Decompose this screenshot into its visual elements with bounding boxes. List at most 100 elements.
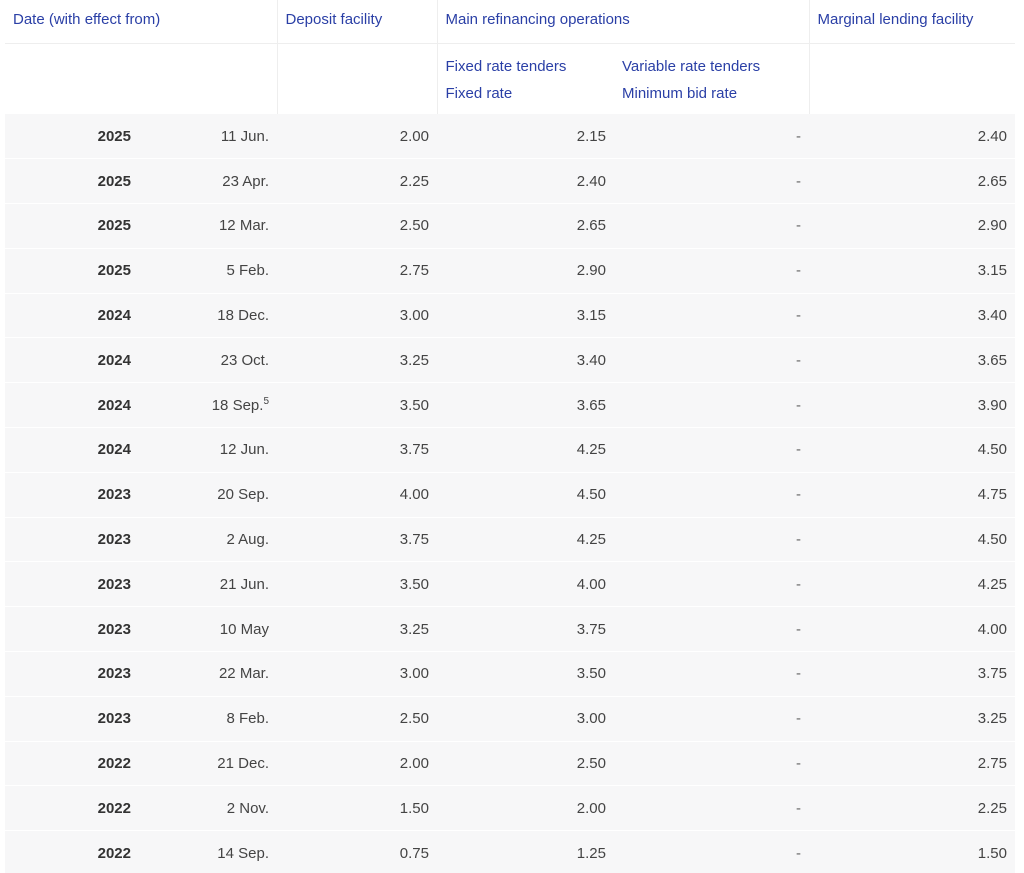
cell-fixed-rate-value: 4.50	[576, 486, 606, 504]
cell-fixed-rate-value: 3.15	[576, 307, 606, 325]
cell-fixed-rate: 4.25	[437, 427, 614, 473]
cell-year: 2024	[5, 293, 139, 339]
cell-year-value: 2022	[97, 755, 131, 773]
header-main-refinancing: Main refinancing operations	[436, 0, 809, 44]
cell-min-bid-rate-value: -	[796, 127, 801, 145]
cell-min-bid-rate-value: -	[796, 575, 801, 593]
cell-date: 2 Aug.	[139, 517, 277, 563]
cell-year: 2023	[5, 651, 139, 697]
cell-year: 2024	[5, 382, 139, 429]
cell-min-bid-rate: -	[614, 158, 809, 205]
cell-date-value: 10 May	[219, 620, 269, 638]
header-sub-deposit-empty	[276, 43, 437, 114]
cell-marginal-rate: 1.50	[809, 830, 1015, 873]
cell-date-value: 21 Dec.	[217, 755, 269, 773]
cell-fixed-rate-value: 3.00	[576, 710, 606, 728]
table-row: 2024 18 Sep.5 3.50 3.65 - 3.90	[5, 382, 1015, 429]
cell-deposit-rate-value: 2.00	[399, 127, 429, 145]
cell-marginal-rate-value: 2.25	[977, 799, 1007, 817]
cell-deposit-rate: 3.75	[277, 427, 437, 473]
cell-date-value: 21 Jun.	[219, 575, 269, 593]
cell-fixed-rate: 4.00	[437, 561, 614, 608]
cell-fixed-rate-value: 4.00	[576, 575, 606, 593]
cell-marginal-rate-value: 3.40	[977, 307, 1007, 325]
cell-fixed-rate-value: 2.90	[576, 262, 606, 280]
cell-marginal-rate-value: 3.65	[977, 351, 1007, 369]
cell-min-bid-rate-value: -	[796, 351, 801, 369]
cell-marginal-rate: 2.90	[809, 203, 1015, 249]
cell-deposit-rate-value: 1.50	[399, 799, 429, 817]
cell-date-value: 23 Apr.	[222, 172, 269, 190]
cell-year-value: 2023	[97, 620, 131, 638]
cell-min-bid-rate: -	[614, 606, 809, 653]
cell-year: 2022	[5, 741, 139, 787]
cell-fixed-rate: 3.75	[437, 606, 614, 653]
cell-min-bid-rate: -	[614, 427, 809, 473]
cell-marginal-rate: 3.75	[809, 651, 1015, 697]
cell-year: 2023	[5, 696, 139, 742]
cell-marginal-rate: 4.50	[809, 427, 1015, 473]
cell-date: 5 Feb.	[139, 248, 277, 294]
cell-year: 2022	[5, 785, 139, 832]
cell-year: 2025	[5, 203, 139, 249]
cell-year-value: 2024	[97, 396, 131, 414]
cell-marginal-rate: 3.65	[809, 337, 1015, 384]
cell-marginal-rate: 4.00	[809, 606, 1015, 653]
cell-fixed-rate: 4.50	[437, 472, 614, 518]
cell-year-value: 2022	[97, 844, 131, 862]
cell-min-bid-rate: -	[614, 741, 809, 787]
cell-marginal-rate: 3.90	[809, 382, 1015, 429]
table-body: 2025 11 Jun. 2.00 2.15-2.40 2025 23 Apr. 2.25 2…	[5, 114, 1015, 873]
header-fixed-tenders: Fixed rate tenders	[445, 57, 567, 75]
header-sub-variable: Variable rate tenders Minimum bid rate	[614, 43, 809, 114]
cell-fixed-rate: 2.00	[437, 785, 614, 832]
cell-date: 11 Jun.	[139, 114, 277, 160]
table-row: 2025 11 Jun. 2.00 2.15 - 2.40	[5, 114, 1015, 160]
cell-min-bid-rate-value: -	[796, 799, 801, 817]
cell-deposit-rate: 1.50	[277, 785, 437, 832]
cell-marginal-rate-value: 4.25	[977, 575, 1007, 593]
cell-min-bid-rate: -	[614, 203, 809, 249]
cell-deposit-rate: 2.75	[277, 248, 437, 294]
cell-deposit-rate-value: 3.25	[399, 620, 429, 638]
cell-deposit-rate-value: 3.75	[399, 441, 429, 459]
header-sub-fixed: Fixed rate tenders Fixed rate	[436, 43, 614, 114]
cell-marginal-rate-value: 3.75	[977, 665, 1007, 683]
cell-min-bid-rate-value: -	[796, 396, 801, 414]
cell-deposit-rate-value: 3.50	[399, 575, 429, 593]
cell-marginal-rate-value: 3.25	[977, 710, 1007, 728]
header-row-top: Date (with effect from) Deposit facility…	[5, 0, 1015, 44]
cell-marginal-rate: 3.40	[809, 293, 1015, 339]
cell-date-value: 12 Mar.	[218, 217, 269, 235]
cell-date: 21 Dec.	[139, 741, 277, 787]
cell-fixed-rate: 3.50	[437, 651, 614, 697]
cell-deposit-rate: 2.00	[277, 741, 437, 787]
cell-marginal-rate-value: 4.00	[977, 620, 1007, 638]
cell-deposit-rate: 3.00	[277, 651, 437, 697]
table-row: 2023 2 Aug. 3.75 4.25 - 4.50	[5, 517, 1015, 563]
cell-date-value: 2 Aug.	[226, 531, 269, 549]
cell-fixed-rate: 2.90	[437, 248, 614, 294]
cell-min-bid-rate: -	[614, 382, 809, 429]
cell-date-value: 18 Sep.	[211, 396, 264, 414]
cell-min-bid-rate: -	[614, 651, 809, 697]
cell-date-value: 11 Jun.	[220, 127, 269, 145]
cell-min-bid-rate-value: -	[796, 755, 801, 773]
cell-min-bid-rate-value: -	[796, 531, 801, 549]
cell-date: 2 Nov.	[139, 785, 277, 832]
cell-min-bid-rate-value: -	[796, 844, 801, 862]
header-row-sub: Fixed rate tenders Fixed rate Variable r…	[5, 43, 1015, 114]
cell-deposit-rate-value: 3.00	[399, 307, 429, 325]
cell-marginal-rate: 4.50	[809, 517, 1015, 563]
footnote-marker: 5	[263, 395, 269, 407]
cell-marginal-rate: 4.25	[809, 561, 1015, 608]
cell-fixed-rate-value: 3.50	[576, 665, 606, 683]
table-row: 2024 23 Oct. 3.25 3.40 - 3.65	[5, 337, 1015, 384]
cell-date: 12 Jun.	[139, 427, 277, 473]
cell-year: 2023	[5, 561, 139, 608]
cell-year: 2022	[5, 830, 139, 873]
cell-year-value: 2025	[97, 262, 131, 280]
cell-deposit-rate: 2.50	[277, 696, 437, 742]
cell-deposit-rate: 3.00	[277, 293, 437, 339]
cell-fixed-rate: 3.40	[437, 337, 614, 384]
